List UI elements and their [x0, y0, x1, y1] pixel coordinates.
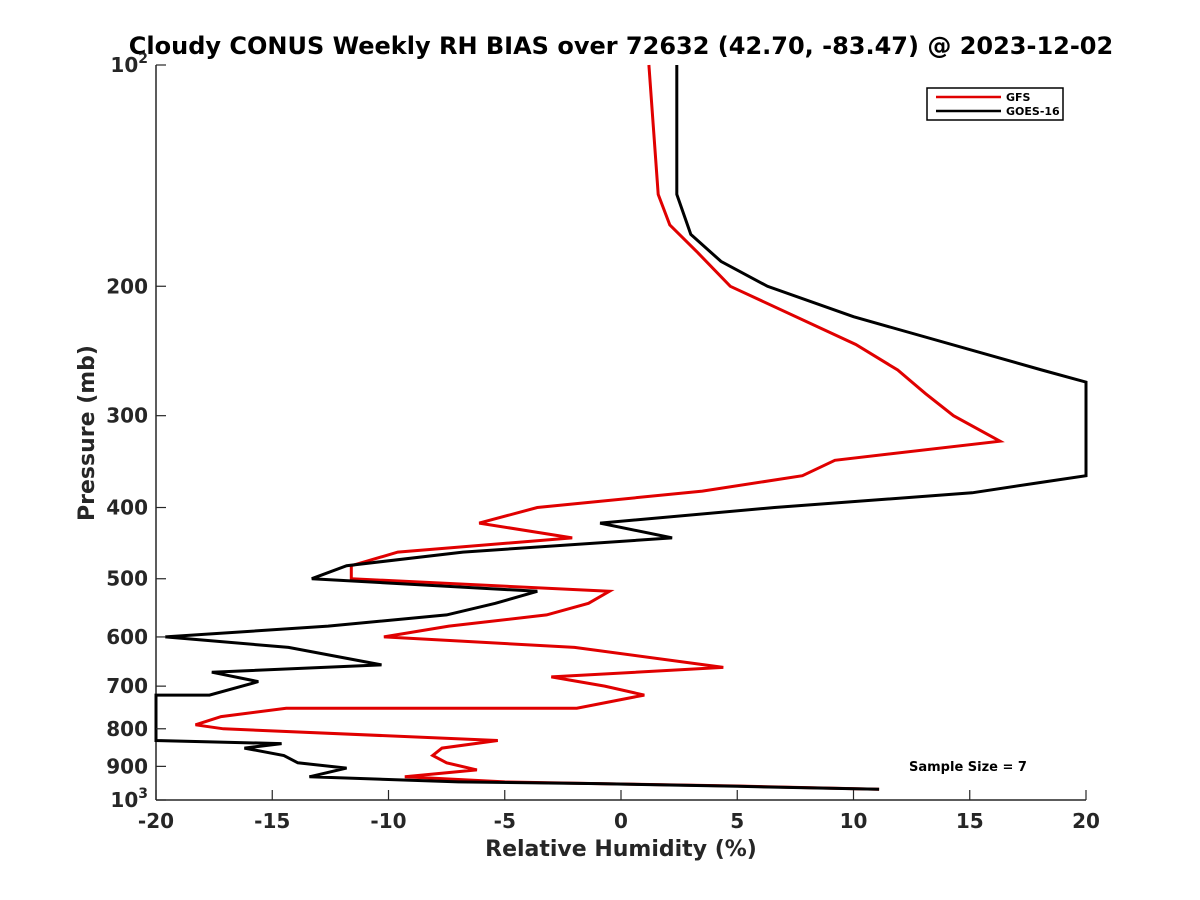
x-tick-label: -20 — [138, 809, 174, 833]
chart-title: Cloudy CONUS Weekly RH BIAS over 72632 (… — [129, 32, 1113, 60]
y-tick-label: 200 — [106, 274, 148, 298]
x-tick-label: -15 — [254, 809, 290, 833]
x-tick-label: -5 — [494, 809, 516, 833]
series-line-goes-16 — [154, 65, 1088, 791]
y-tick-exponent: 3 — [138, 786, 148, 802]
y-tick-label: 300 — [106, 404, 148, 428]
legend-label: GOES-16 — [1006, 105, 1060, 118]
x-tick-label: -10 — [370, 809, 406, 833]
x-tick-label: 15 — [956, 809, 984, 833]
sample-size-annotation: Sample Size = 7 — [909, 760, 1027, 775]
x-ticks: -20 -15 -10 -5 0 5 10 15 20 — [138, 790, 1100, 833]
y-tick-label: 700 — [106, 674, 148, 698]
x-tick-label: 20 — [1072, 809, 1100, 833]
series-line-gfs — [195, 64, 1005, 791]
y-tick-label: 103 — [110, 786, 148, 812]
x-tick-label: 5 — [730, 809, 744, 833]
y-tick-label: 500 — [106, 567, 148, 591]
series-layer — [154, 64, 1088, 791]
x-axis-label: Relative Humidity (%) — [485, 837, 757, 862]
y-axis-label: Pressure (mb) — [75, 345, 100, 521]
x-tick-label: 10 — [840, 809, 868, 833]
legend-box — [926, 87, 1064, 121]
y-tick-base: 10 — [110, 53, 138, 77]
legend-label: GFS — [1006, 91, 1031, 104]
y-tick-label: 900 — [106, 754, 148, 778]
y-tick-base: 10 — [110, 788, 138, 812]
y-tick-label: 600 — [106, 625, 148, 649]
x-tick-label: 0 — [614, 809, 628, 833]
plot-area: -20 -15 -10 -5 0 5 10 15 20 10220030040050060070… — [106, 51, 1100, 833]
y-tick-label: 102 — [110, 51, 148, 77]
y-tick-label: 400 — [106, 496, 148, 520]
y-tick-label: 800 — [106, 717, 148, 741]
y-tick-exponent: 2 — [138, 51, 148, 67]
